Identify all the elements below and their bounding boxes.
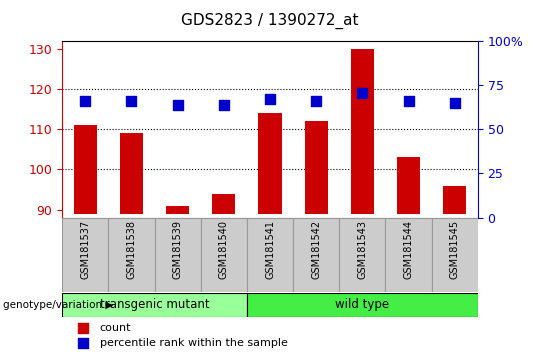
Point: [173, 102, 182, 108]
Point: [450, 100, 459, 106]
Bar: [431, 218, 478, 292]
Bar: [386, 218, 431, 292]
Point: [312, 98, 321, 104]
Bar: [109, 218, 154, 292]
Bar: [62, 293, 247, 317]
Text: GSM181539: GSM181539: [173, 220, 183, 279]
Bar: [351, 49, 374, 214]
Point: [79, 341, 87, 346]
Bar: [259, 113, 281, 214]
Point: [358, 90, 367, 96]
Bar: [247, 293, 478, 317]
Bar: [120, 133, 143, 214]
Point: [127, 98, 136, 104]
Bar: [212, 194, 235, 214]
Point: [404, 98, 413, 104]
Text: genotype/variation ▶: genotype/variation ▶: [3, 300, 113, 310]
Bar: [443, 185, 467, 214]
Bar: [62, 218, 109, 292]
Bar: [201, 218, 247, 292]
Text: wild type: wild type: [335, 298, 389, 311]
Text: GSM181538: GSM181538: [126, 220, 137, 279]
Bar: [397, 158, 420, 214]
Text: GSM181537: GSM181537: [80, 220, 90, 279]
Text: GSM181545: GSM181545: [450, 220, 460, 279]
Text: transgenic mutant: transgenic mutant: [100, 298, 210, 311]
Point: [79, 325, 87, 330]
Text: percentile rank within the sample: percentile rank within the sample: [99, 338, 287, 348]
Text: GDS2823 / 1390272_at: GDS2823 / 1390272_at: [181, 12, 359, 29]
Bar: [166, 206, 189, 214]
Text: GSM181544: GSM181544: [403, 220, 414, 279]
Bar: [305, 121, 328, 214]
Bar: [247, 218, 293, 292]
Text: count: count: [99, 322, 131, 332]
Text: GSM181540: GSM181540: [219, 220, 229, 279]
Bar: [73, 125, 97, 214]
Text: GSM181543: GSM181543: [357, 220, 367, 279]
Point: [266, 96, 274, 102]
Text: GSM181542: GSM181542: [311, 220, 321, 279]
Point: [81, 98, 90, 104]
Bar: [293, 218, 339, 292]
Bar: [339, 218, 386, 292]
Point: [219, 102, 228, 108]
Bar: [154, 218, 201, 292]
Text: GSM181541: GSM181541: [265, 220, 275, 279]
